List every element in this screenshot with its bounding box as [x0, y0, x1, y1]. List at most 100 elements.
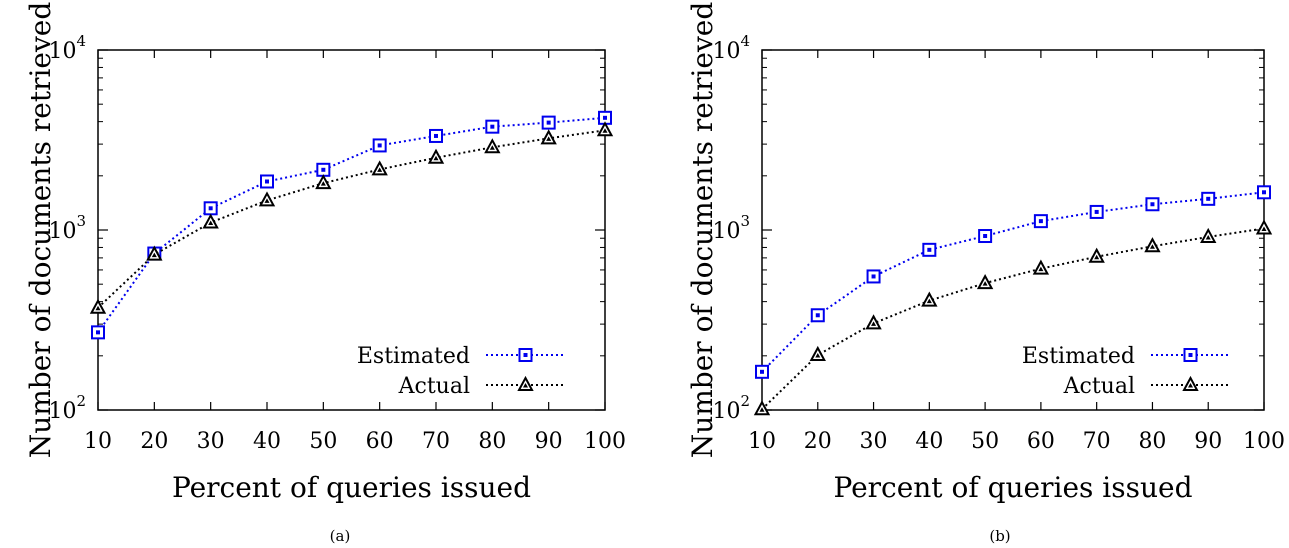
- y-tick-exponent: 3: [740, 212, 750, 230]
- y-tick-base: 10: [712, 219, 740, 244]
- data-point-core: [151, 252, 157, 258]
- y-tick-label: 103: [48, 212, 86, 244]
- y-tick-label: 104: [48, 32, 86, 64]
- data-point-core: [1262, 190, 1266, 195]
- y-tick-base: 10: [48, 219, 76, 244]
- x-tick-label: 40: [253, 429, 281, 454]
- x-tick-label: 30: [860, 429, 888, 454]
- legend-label: Estimated: [1022, 344, 1135, 369]
- y-tick-base: 10: [48, 399, 76, 424]
- x-tick-label: 100: [584, 429, 626, 454]
- legend: Estimated Actual: [357, 344, 565, 399]
- y-axis-label: Number of documents retrieved: [24, 2, 57, 459]
- y-tick-exponent: 2: [76, 392, 86, 410]
- data-point-core: [489, 145, 495, 150]
- x-tick-label: 60: [366, 429, 394, 454]
- data-point-core: [377, 167, 383, 172]
- series-actual: [89, 121, 614, 314]
- data-point-core: [95, 305, 101, 311]
- legend-marker-core: [523, 383, 528, 388]
- data-point-core: [490, 124, 495, 129]
- x-tick-label: 70: [422, 429, 450, 454]
- series-line: [761, 227, 1265, 410]
- data-point-core: [982, 281, 988, 286]
- x-axis-label: Percent of queries issued: [833, 471, 1192, 504]
- x-tick-label: 20: [140, 429, 168, 454]
- data-point-core: [1094, 254, 1100, 260]
- y-tick-label: 102: [48, 392, 86, 424]
- legend-label: Actual: [1063, 374, 1135, 399]
- data-point-core: [760, 369, 764, 374]
- data-point-core: [759, 407, 765, 412]
- series-line: [97, 129, 606, 309]
- y-tick-exponent: 4: [76, 32, 86, 50]
- data-point-core: [433, 155, 439, 161]
- data-point-core: [546, 136, 552, 141]
- y-tick-label: 102: [712, 392, 750, 424]
- series-estimated: [755, 185, 1271, 379]
- legend: Estimated Actual: [1022, 344, 1230, 399]
- data-point-core: [603, 115, 607, 120]
- data-point-core: [264, 198, 270, 203]
- y-tick-base: 10: [712, 399, 740, 424]
- data-point-core: [321, 167, 326, 172]
- data-point-core: [1261, 226, 1267, 231]
- x-tick-label: 10: [84, 429, 112, 454]
- data-point-core: [208, 220, 214, 226]
- x-tick-label: 60: [1027, 429, 1055, 454]
- data-point-core: [1094, 209, 1099, 214]
- data-point-core: [546, 120, 551, 125]
- x-axis-label: Percent of queries issued: [172, 471, 531, 504]
- y-tick-label: 103: [712, 212, 750, 244]
- data-point-core: [815, 353, 821, 358]
- data-point-core: [96, 330, 100, 335]
- data-point-core: [320, 181, 326, 186]
- panel-label: (b): [989, 527, 1010, 545]
- data-point-core: [927, 247, 932, 252]
- data-point-core: [602, 128, 608, 133]
- x-tick-label: 40: [915, 429, 943, 454]
- legend-label: Estimated: [357, 344, 470, 369]
- series-actual: [753, 219, 1273, 416]
- legend-marker-core: [1188, 383, 1193, 388]
- x-tick-label: 70: [1083, 429, 1111, 454]
- series-line: [97, 116, 606, 333]
- series-line: [761, 191, 1265, 373]
- x-tick-label: 20: [804, 429, 832, 454]
- y-tick-base: 10: [48, 39, 76, 64]
- y-tick-exponent: 4: [740, 32, 750, 50]
- x-tick-label: 50: [309, 429, 337, 454]
- x-tick-label: 100: [1243, 429, 1285, 454]
- data-point-core: [871, 274, 876, 279]
- series-estimated: [91, 110, 612, 340]
- y-tick-exponent: 2: [740, 392, 750, 410]
- data-point-core: [265, 179, 269, 184]
- data-point-core: [1205, 234, 1211, 240]
- data-point-core: [926, 298, 932, 304]
- x-tick-label: 80: [1138, 429, 1166, 454]
- data-point-core: [434, 133, 438, 138]
- y-tick-label: 104: [712, 32, 750, 64]
- data-point-core: [377, 143, 382, 148]
- data-point-core: [208, 206, 213, 211]
- data-point-core: [815, 313, 820, 318]
- legend-marker-core: [1188, 353, 1193, 357]
- y-tick-base: 10: [712, 39, 740, 64]
- legend-marker-core: [523, 353, 528, 357]
- data-point-core: [1149, 244, 1155, 249]
- x-tick-label: 80: [478, 429, 506, 454]
- x-tick-label: 10: [748, 429, 776, 454]
- data-point-core: [1150, 202, 1155, 207]
- x-tick-label: 90: [1194, 429, 1222, 454]
- data-point-core: [1038, 219, 1043, 224]
- data-point-core: [1038, 266, 1044, 272]
- x-tick-label: 50: [971, 429, 999, 454]
- legend-label: Actual: [398, 374, 470, 399]
- data-point-core: [983, 234, 988, 239]
- data-point-core: [1206, 196, 1211, 201]
- x-tick-label: 30: [197, 429, 225, 454]
- y-tick-exponent: 3: [76, 212, 86, 230]
